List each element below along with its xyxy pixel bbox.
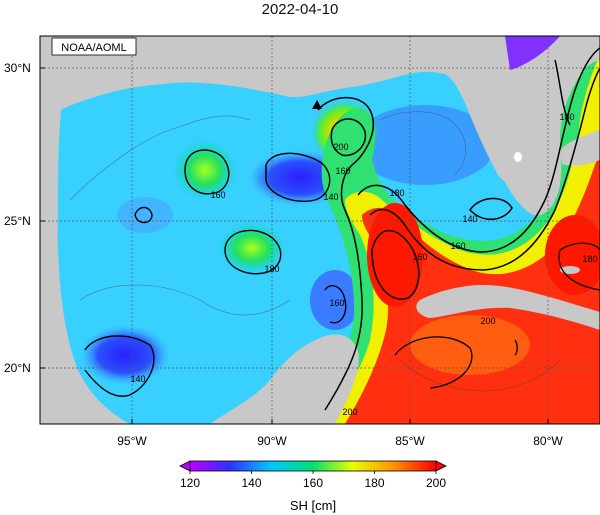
- contour-160-center: [224, 229, 282, 275]
- purple-region: [505, 36, 560, 70]
- lat-label: 25°N: [4, 214, 31, 228]
- land-yucatan: [210, 334, 359, 424]
- land-mexico: [40, 100, 130, 424]
- contour-label: 180: [582, 254, 597, 264]
- contour-label: 180: [559, 112, 574, 122]
- contours: [84, 47, 600, 411]
- low-eddy-southwest: [80, 325, 170, 385]
- warm-orange: [410, 315, 530, 375]
- land-florida: [478, 70, 562, 216]
- contour-label: 160: [335, 166, 350, 176]
- lake: [514, 152, 522, 162]
- contour-labels: 140 160 180 200 160 160 180 160 140 180 …: [130, 112, 597, 417]
- contour-label: 160: [210, 190, 225, 200]
- grid: [40, 36, 600, 424]
- axis-labels: 30°N 25°N 20°N 95°W 90°W 85°W 80°W: [4, 61, 563, 448]
- land-us-coast: [40, 36, 600, 184]
- map-plot-area: 140 160 180 200 160 160 180 160 140 180 …: [40, 36, 600, 424]
- contour-label: 160: [412, 252, 427, 262]
- contour-label: 140: [323, 192, 338, 202]
- lon-label: 85°W: [395, 434, 425, 448]
- warm-core: [367, 203, 423, 307]
- lon-label: 90°W: [257, 434, 287, 448]
- warm-core-east: [545, 215, 600, 295]
- contour-200-south: [394, 336, 473, 389]
- contour-label: 200: [342, 407, 357, 417]
- blue-patch: [117, 197, 173, 233]
- minor-contour: [79, 284, 291, 316]
- contour-160-west: [184, 149, 230, 195]
- credit-text: NOAA/AOML: [61, 42, 126, 54]
- axis-ticks: [40, 67, 549, 424]
- minor-contours: [69, 111, 561, 392]
- colorbar-min-arrow: [179, 460, 191, 472]
- minor-contour: [399, 359, 561, 392]
- credit-box: [51, 37, 137, 56]
- lon-label: 80°W: [533, 434, 563, 448]
- contour-label: 200: [480, 316, 495, 326]
- contour-140-southwest: [84, 335, 155, 397]
- marker-triangle: [312, 100, 322, 109]
- contour-label: 160: [450, 241, 465, 251]
- contour-140-central: [265, 152, 331, 202]
- colorbar-gradient: [189, 460, 437, 472]
- contour-label: 180: [389, 188, 404, 198]
- contour-180-eddy: [330, 118, 367, 157]
- map-title: 2022-04-10: [261, 1, 339, 18]
- colorbar-tick: 180: [364, 476, 384, 490]
- land-bahamas: [560, 130, 600, 166]
- contour-160-current: [357, 47, 600, 253]
- contour-label: 160: [329, 298, 344, 308]
- colorbar-tick: 120: [180, 476, 200, 490]
- contour-160-loop: [317, 96, 375, 411]
- minor-contour: [69, 115, 251, 201]
- contour-label: 180: [264, 264, 279, 274]
- lat-label: 20°N: [4, 361, 31, 375]
- contour-140-florida: [469, 197, 513, 220]
- contour-200-west: [371, 229, 420, 300]
- high-blob-west: [173, 140, 237, 200]
- contour-label: 200: [333, 142, 348, 152]
- colorbar: 120 140 160 180 200 SH [cm]: [179, 460, 447, 513]
- contour-140-south: [324, 284, 347, 324]
- blue-patch-east: [355, 105, 495, 185]
- land-cuba: [416, 284, 600, 330]
- land-island: [560, 266, 580, 274]
- blue-patch-south: [310, 270, 360, 330]
- contour-180-florida: [554, 59, 571, 126]
- lat-label: 30°N: [4, 61, 31, 75]
- minor-contour: [379, 111, 466, 176]
- map-frame: [39, 35, 600, 425]
- colorbar-tick: 160: [303, 476, 323, 490]
- colorbar-tick: 200: [426, 476, 446, 490]
- contour-small: [514, 339, 518, 356]
- contour-label: 140: [130, 374, 145, 384]
- contour-label: 140: [462, 214, 477, 224]
- lon-label: 95°W: [117, 434, 147, 448]
- colorbar-tick: 140: [241, 476, 261, 490]
- colorbar-max-arrow: [435, 460, 447, 472]
- contour-180-current: [369, 67, 600, 271]
- contour-200-east: [558, 242, 600, 291]
- colorbar-label: SH [cm]: [290, 498, 336, 513]
- contour-140-small: [134, 206, 153, 224]
